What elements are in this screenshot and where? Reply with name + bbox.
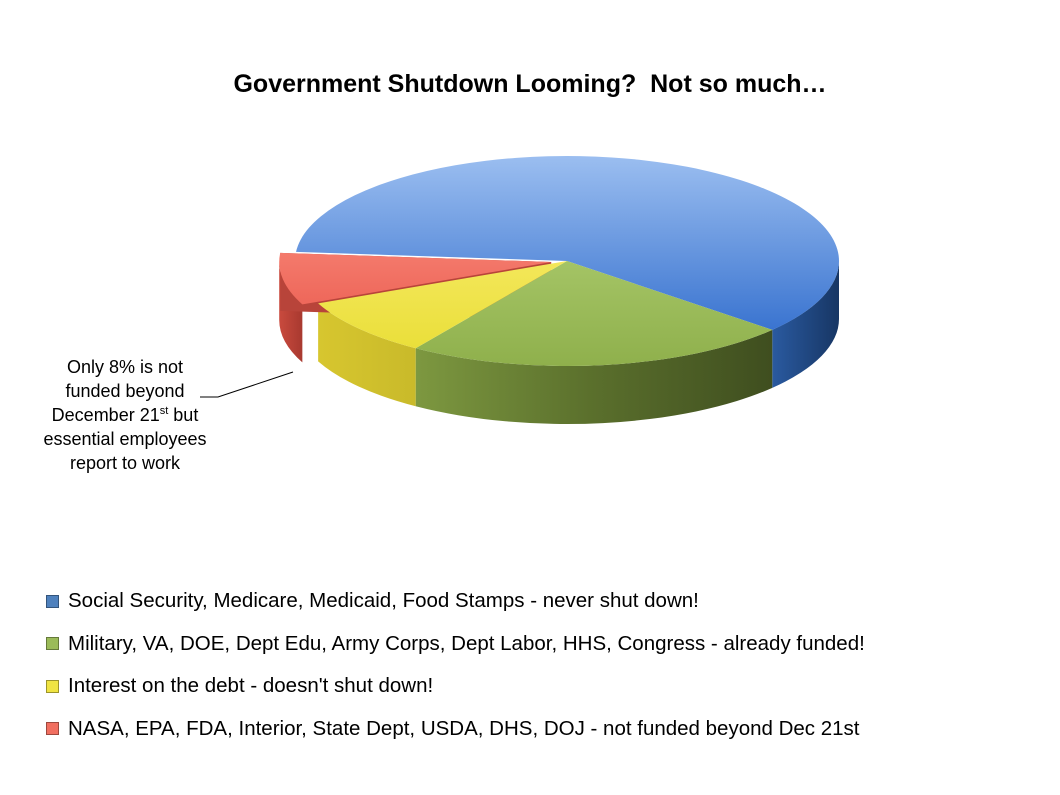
- legend-label: Interest on the debt - doesn't shut down…: [68, 674, 434, 698]
- pie-side-social-security: [772, 261, 839, 388]
- legend-swatch-blue: [46, 594, 59, 608]
- legend-label: Military, VA, DOE, Dept Edu, Army Corps,…: [68, 631, 865, 655]
- pie-slice-nasa-epa: [279, 252, 552, 305]
- annotation-line-3-date: December 21: [51, 405, 160, 425]
- annotation-line-3-end: but: [168, 405, 199, 425]
- legend-swatch-red: [46, 722, 59, 736]
- annotation-line-5: report to work: [69, 453, 181, 473]
- pie-side-interest: [318, 303, 416, 407]
- annotation-line-2: funded beyond: [65, 381, 185, 401]
- annotation-line-3: December 21st but: [20, 403, 230, 427]
- pie-side-military: [415, 329, 773, 425]
- annotation-leader-line: [200, 371, 294, 398]
- pie-slice-social-security: [296, 156, 839, 330]
- chart-legend: Social Security, Medicare, Medicaid, Foo…: [46, 580, 865, 750]
- chart-title: Government Shutdown Looming? Not so much…: [233, 70, 827, 98]
- legend-item-military: Military, VA, DOE, Dept Edu, Army Corps,…: [46, 623, 865, 666]
- legend-swatch-yellow: [46, 679, 59, 693]
- legend-item-interest: Interest on the debt - doesn't shut down…: [46, 665, 865, 708]
- legend-item-nasa-epa: NASA, EPA, FDA, Interior, State Dept, US…: [46, 708, 865, 751]
- annotation-line-4: essential employees: [43, 429, 207, 449]
- legend-item-social-security: Social Security, Medicare, Medicaid, Foo…: [46, 580, 865, 623]
- pie-slice-military: [415, 261, 773, 366]
- legend-label: NASA, EPA, FDA, Interior, State Dept, US…: [68, 716, 860, 740]
- annotation-line-1: Only 8% is not: [66, 357, 184, 377]
- legend-swatch-green: [46, 637, 59, 651]
- annotation-line-3-ordinal: st: [159, 405, 169, 417]
- pie-tops: [279, 156, 839, 366]
- annotation-callout: Only 8% is not funded beyond December 21…: [20, 355, 230, 475]
- pie-slice-interest: [318, 261, 567, 349]
- legend-label: Social Security, Medicare, Medicaid, Foo…: [68, 589, 699, 613]
